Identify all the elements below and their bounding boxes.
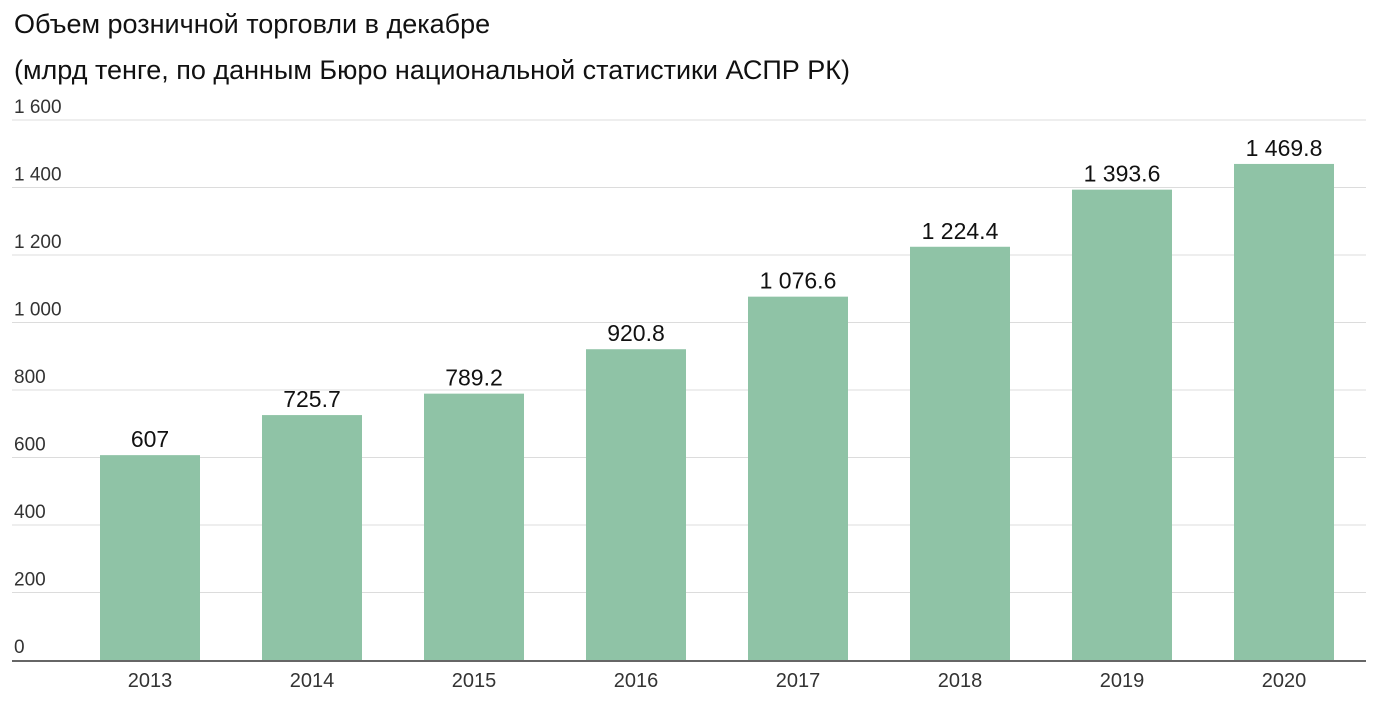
bar-2013 xyxy=(100,455,200,660)
data-label-2016: 920.8 xyxy=(607,320,665,346)
x-tick-label-2016: 2016 xyxy=(614,670,659,692)
y-tick-label: 400 xyxy=(14,502,46,523)
bar-2016 xyxy=(586,349,686,660)
bar-2017 xyxy=(748,296,848,660)
y-tick-label: 1 000 xyxy=(14,300,62,321)
bars xyxy=(100,163,1334,660)
x-axis-ticks: 2013 2014 2015 2016 2017 2018 2019 2020 xyxy=(128,670,1307,692)
chart-subtitle: (млрд тенге, по данным Бюро национальной… xyxy=(14,55,851,85)
x-tick-label-2013: 2013 xyxy=(128,670,173,692)
y-tick-label: 1 400 xyxy=(14,165,62,186)
data-label-2015: 789.2 xyxy=(445,365,503,391)
data-label-2018: 1 224.4 xyxy=(922,218,999,244)
data-label-2017: 1 076.6 xyxy=(760,268,837,294)
data-label-2020: 1 469.8 xyxy=(1246,135,1323,161)
x-tick-label-2020: 2020 xyxy=(1262,670,1307,692)
bar-2018 xyxy=(910,246,1010,660)
y-tick-label: 600 xyxy=(14,435,46,456)
y-axis-ticks: 0 200 400 600 800 1 000 1 200 1 400 1 600 xyxy=(14,97,62,658)
x-tick-label-2017: 2017 xyxy=(776,670,821,692)
y-tick-label: 200 xyxy=(14,570,46,591)
bar-2015 xyxy=(424,393,524,660)
bar-2014 xyxy=(262,415,362,660)
x-tick-label-2015: 2015 xyxy=(452,670,497,692)
data-labels: 607 725.7 789.2 920.8 1 076.6 1 224.4 1 393.6 1… xyxy=(131,135,1323,452)
y-tick-label: 1 200 xyxy=(14,232,62,253)
y-tick-label: 0 xyxy=(14,637,25,658)
data-label-2013: 607 xyxy=(131,426,169,452)
y-tick-label: 1 600 xyxy=(14,97,62,118)
data-label-2019: 1 393.6 xyxy=(1084,161,1161,187)
y-tick-label: 800 xyxy=(14,367,46,388)
chart-title: Объем розничной торговли в декабре xyxy=(14,9,491,39)
bar-2019 xyxy=(1072,189,1172,660)
data-label-2014: 725.7 xyxy=(283,386,341,412)
x-tick-label-2018: 2018 xyxy=(938,670,983,692)
bar-2020 xyxy=(1234,163,1334,660)
x-tick-label-2019: 2019 xyxy=(1100,670,1145,692)
x-tick-label-2014: 2014 xyxy=(290,670,335,692)
